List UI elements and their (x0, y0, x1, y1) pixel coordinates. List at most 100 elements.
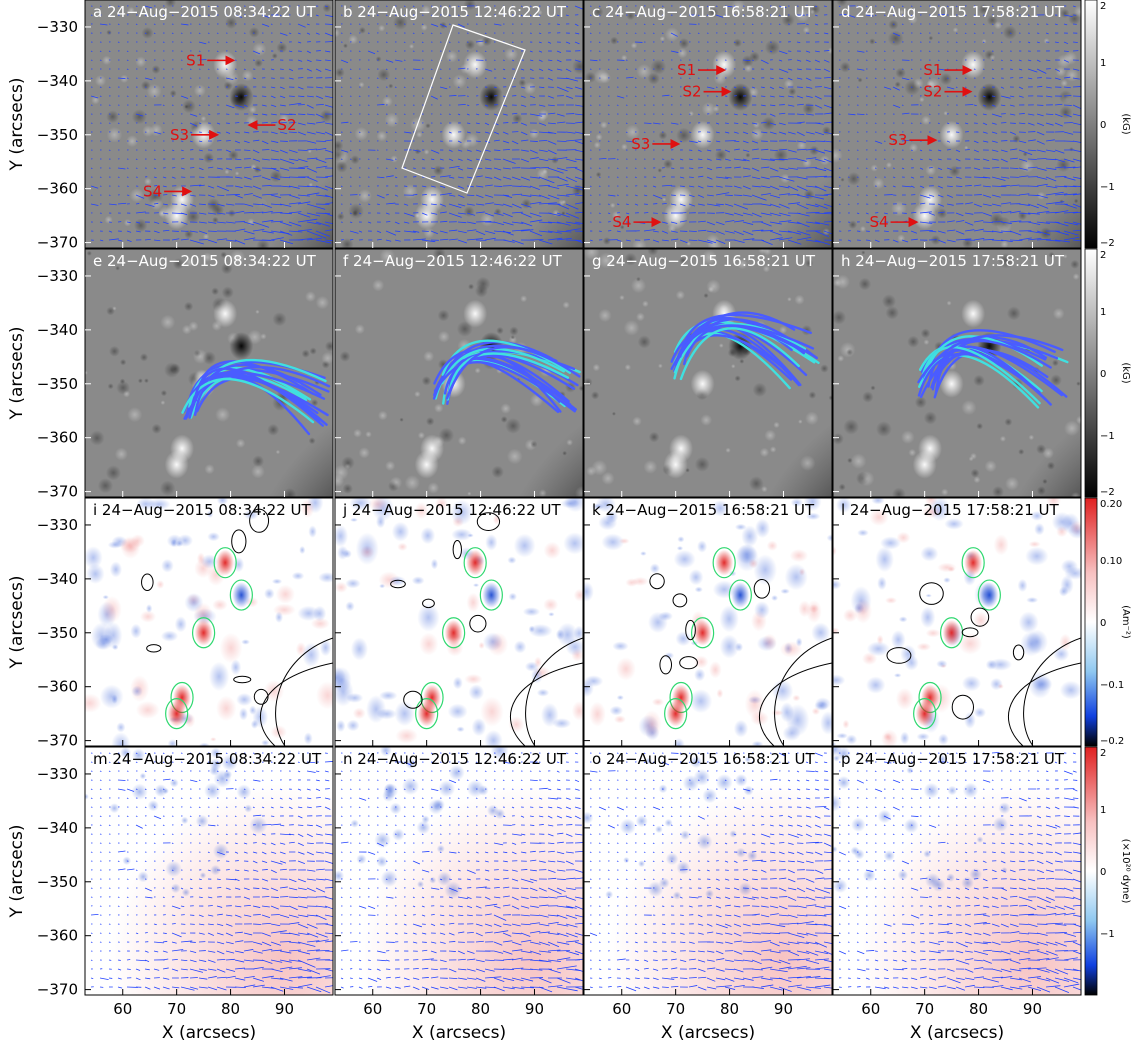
plage-positive (467, 491, 472, 496)
vector (297, 41, 302, 44)
current-negative (250, 719, 259, 729)
vector (198, 23, 201, 25)
plage-positive (378, 24, 386, 32)
panel-frame (583, 497, 833, 747)
vector (874, 95, 877, 97)
current-negative (130, 623, 142, 639)
vector (126, 868, 135, 871)
vector (1000, 149, 1008, 153)
vector-field (340, 5, 583, 245)
vector (796, 158, 807, 162)
vector (171, 949, 184, 952)
current-negative (447, 703, 468, 720)
vector (306, 122, 316, 125)
plage-negative (273, 4, 279, 11)
vector (760, 59, 769, 64)
vector (324, 905, 333, 910)
vector (1045, 95, 1053, 98)
vector (520, 229, 534, 232)
plage-positive (248, 105, 257, 114)
plage-positive (106, 126, 123, 143)
plage-positive (859, 225, 866, 232)
vector (814, 14, 818, 17)
vector (598, 41, 601, 44)
vector (511, 176, 521, 181)
vector (243, 41, 246, 44)
plage-negative (106, 29, 112, 36)
vector (742, 194, 752, 197)
current-negative (557, 622, 578, 647)
vector (135, 203, 140, 205)
plage-negative (992, 485, 1005, 497)
plage-negative (1004, 418, 1013, 426)
vector (910, 238, 918, 241)
plage-negative (86, 250, 92, 256)
vector (297, 806, 303, 809)
vector (847, 140, 850, 142)
vector (306, 788, 311, 791)
vector (315, 986, 331, 994)
plage-positive (632, 416, 642, 427)
vector (153, 923, 157, 926)
vector (661, 184, 672, 187)
positive-polarity (912, 450, 937, 479)
vector (556, 230, 572, 233)
vector (814, 68, 821, 71)
vector (874, 140, 883, 144)
positive-polarity (690, 120, 715, 149)
vector (288, 922, 300, 925)
vector (385, 59, 394, 63)
vector (403, 41, 406, 44)
plage-positive (762, 265, 771, 273)
vector (1063, 158, 1075, 163)
vector (216, 203, 225, 207)
plage-positive (964, 145, 969, 150)
current-negative (160, 630, 179, 642)
vector (670, 50, 679, 53)
vector (1063, 193, 1077, 196)
vector (928, 194, 935, 197)
plage-positive (737, 259, 748, 270)
contour-green (415, 698, 439, 730)
vector (1027, 221, 1041, 226)
vector (946, 122, 950, 125)
vector (538, 166, 549, 169)
vector (198, 140, 203, 143)
vector (243, 984, 256, 988)
vector (376, 238, 382, 241)
vector (493, 230, 511, 233)
vector (270, 977, 284, 980)
current-positive (789, 549, 809, 563)
vector (733, 131, 739, 134)
vector (616, 104, 619, 106)
plage-negative (1069, 147, 1074, 152)
vector (778, 185, 790, 189)
vector (973, 104, 977, 106)
vector (937, 122, 940, 125)
vector (216, 761, 219, 763)
vector (324, 95, 333, 99)
plage-negative (1002, 25, 1017, 40)
vector (466, 77, 469, 80)
vector (1072, 5, 1076, 8)
panel-m-image (85, 747, 333, 995)
vector (892, 239, 899, 243)
vector (385, 230, 397, 236)
vector (180, 797, 183, 799)
vector (856, 212, 860, 215)
vector (324, 139, 333, 142)
vector (144, 5, 153, 9)
vector (574, 32, 580, 35)
vector (1018, 175, 1029, 178)
vector (306, 887, 316, 893)
vector (643, 131, 646, 134)
vector (697, 220, 706, 223)
vector (901, 77, 910, 81)
contour-black (774, 637, 832, 746)
plage-negative (144, 378, 149, 384)
vector (297, 923, 309, 929)
panels-layer: a 24−Aug−2015 08:34:22 UT b 24−Aug−2015 1… (84, 0, 1082, 996)
vector (252, 139, 260, 142)
current-negative (640, 551, 647, 556)
vector (1009, 104, 1015, 107)
